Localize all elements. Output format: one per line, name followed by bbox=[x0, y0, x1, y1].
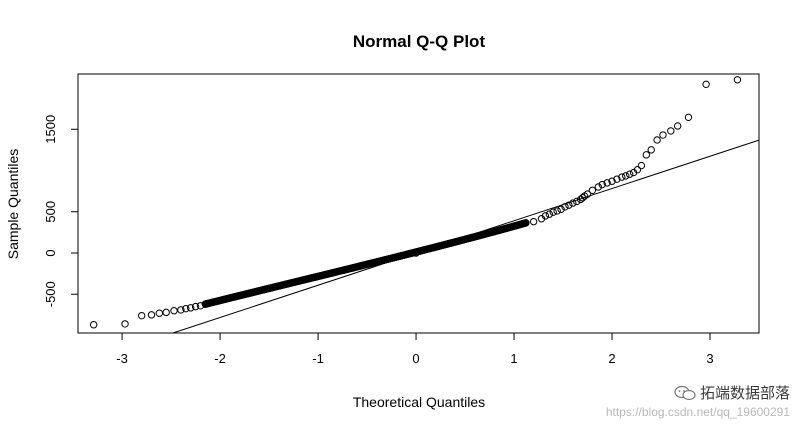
data-point bbox=[557, 205, 565, 213]
data-point bbox=[618, 173, 626, 181]
y-tick-label: 500 bbox=[43, 201, 58, 223]
data-point bbox=[137, 311, 146, 320]
data-point bbox=[659, 131, 667, 139]
data-point bbox=[155, 309, 164, 317]
data-point bbox=[667, 127, 675, 135]
data-point bbox=[549, 208, 557, 216]
y-tick-label: 0 bbox=[43, 249, 58, 256]
data-point bbox=[622, 172, 630, 180]
watermark-url: https://blog.csdn.net/qq_19600291 bbox=[605, 405, 790, 419]
data-point bbox=[186, 304, 195, 312]
data-point bbox=[541, 212, 550, 220]
x-axis-label: Theoretical Quantiles bbox=[353, 394, 485, 410]
data-point bbox=[603, 179, 611, 187]
data-points bbox=[89, 76, 742, 329]
data-point bbox=[637, 161, 646, 170]
data-point bbox=[702, 80, 710, 89]
data-point bbox=[647, 146, 655, 154]
data-point bbox=[565, 201, 573, 209]
data-point bbox=[642, 151, 651, 159]
data-point bbox=[613, 175, 621, 183]
y-tick-label: 1500 bbox=[43, 115, 58, 144]
chart-title: Normal Q-Q Plot bbox=[353, 32, 486, 51]
data-point bbox=[733, 76, 742, 84]
data-point bbox=[588, 186, 597, 195]
data-point bbox=[625, 170, 634, 178]
x-tick-label: 1 bbox=[510, 351, 517, 366]
data-point bbox=[553, 207, 561, 215]
data-point bbox=[583, 190, 592, 198]
data-point bbox=[162, 308, 170, 317]
data-point bbox=[89, 321, 98, 329]
data-point bbox=[170, 307, 178, 315]
x-tick-label: 2 bbox=[608, 351, 615, 366]
x-tick-label: -1 bbox=[312, 351, 324, 366]
data-point bbox=[182, 304, 190, 313]
x-axis: -3 -2 -1 0 1 2 3 bbox=[116, 333, 714, 366]
data-point bbox=[633, 165, 642, 174]
x-tick-label: -2 bbox=[214, 351, 226, 366]
data-point bbox=[684, 113, 693, 122]
y-axis-label: Sample Quantiles bbox=[5, 149, 21, 260]
data-point bbox=[608, 177, 616, 185]
data-point bbox=[653, 136, 661, 144]
data-point bbox=[578, 194, 587, 202]
watermark-text: 拓端数据部落 bbox=[699, 384, 790, 402]
data-point bbox=[594, 183, 603, 191]
data-point bbox=[569, 199, 577, 207]
data-point bbox=[598, 180, 606, 189]
data-point bbox=[573, 197, 581, 206]
wechat-logo-icon bbox=[674, 385, 696, 400]
watermark: 拓端数据部落 https://blog.csdn.net/qq_19600291 bbox=[606, 382, 790, 419]
data-point bbox=[529, 217, 538, 226]
x-tick-label: 0 bbox=[412, 351, 419, 366]
data-point bbox=[147, 311, 156, 319]
x-tick-label: -3 bbox=[116, 351, 128, 366]
data-point bbox=[545, 210, 554, 218]
data-point bbox=[177, 306, 185, 314]
data-point bbox=[522, 219, 530, 227]
data-point bbox=[561, 203, 569, 211]
y-axis: -500 0 500 1500 bbox=[43, 115, 78, 307]
plot-frame bbox=[77, 73, 760, 334]
x-tick-label: 3 bbox=[706, 351, 713, 366]
data-point bbox=[673, 122, 682, 130]
y-tick-label: -500 bbox=[43, 281, 58, 307]
data-point bbox=[191, 302, 200, 311]
watermark-brand: 拓端数据部落 bbox=[606, 382, 790, 403]
data-point bbox=[121, 320, 129, 328]
